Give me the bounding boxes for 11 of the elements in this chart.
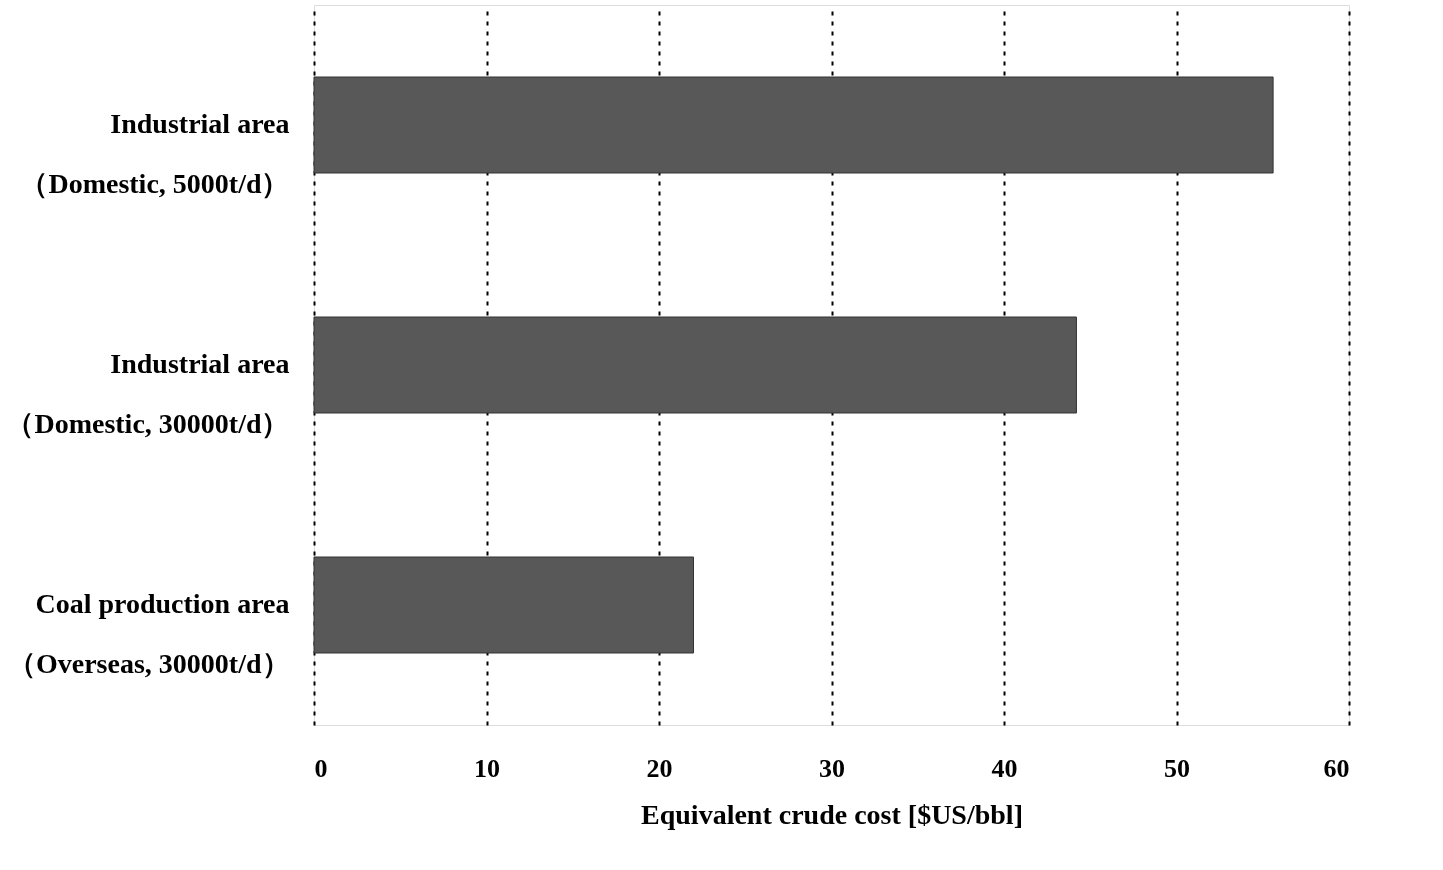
x-tick-label: 0 xyxy=(314,753,328,783)
x-tick-label: 50 xyxy=(1164,753,1190,783)
x-tick-label: 20 xyxy=(646,753,673,783)
y-tick-label: Industrial area （Domestic, 5000t/d） xyxy=(20,108,290,199)
x-tick-label: 60 xyxy=(1323,753,1350,783)
y-tick-label: Industrial area （Domestic, 30000t/d） xyxy=(6,348,290,439)
x-axis-title: Equivalent crude cost [$US/bbl] xyxy=(641,798,1023,830)
x-tick-label: 10 xyxy=(474,753,500,783)
y-tick-label: Coal production area （Overseas, 30000t/d） xyxy=(7,588,290,679)
x-tick-label: 30 xyxy=(819,753,845,783)
x-tick-label: 40 xyxy=(991,753,1018,783)
